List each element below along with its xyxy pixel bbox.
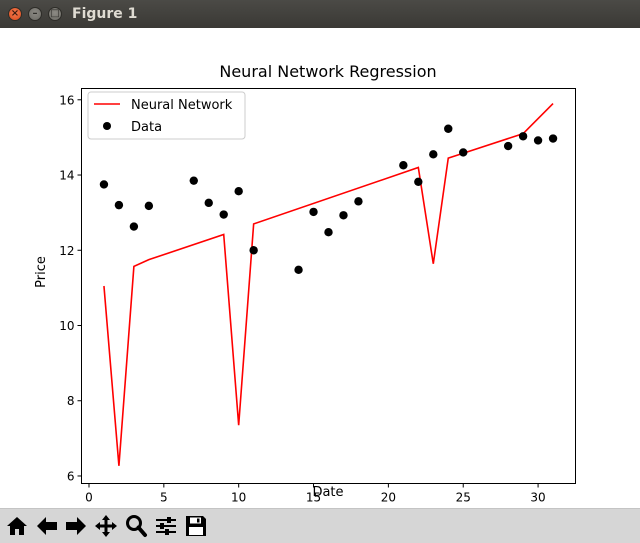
save-button[interactable] — [183, 513, 209, 539]
axes-frame — [81, 88, 576, 484]
close-icon: × — [10, 8, 20, 19]
floppy-disk-icon — [186, 516, 206, 536]
data-point — [354, 197, 363, 206]
home-button[interactable] — [4, 513, 30, 539]
magnifier-icon — [126, 515, 147, 537]
data-point — [429, 150, 438, 159]
data-point — [129, 222, 139, 231]
close-button[interactable]: × — [8, 7, 22, 21]
maximize-button[interactable]: □ — [48, 7, 62, 21]
data-point — [518, 132, 528, 141]
arrow-left-icon — [37, 517, 57, 535]
data-point — [204, 198, 213, 208]
window-title: Figure 1 — [72, 6, 138, 22]
x-axis-label: Date — [312, 485, 343, 500]
y-tick-label: 10 — [59, 319, 74, 333]
move-icon — [95, 515, 117, 537]
x-tick-label: 5 — [160, 491, 168, 505]
navigation-toolbar — [0, 508, 640, 543]
pan-button[interactable] — [93, 513, 119, 539]
data-point — [324, 228, 333, 237]
x-tick-label: 15 — [306, 491, 321, 505]
maximize-icon: □ — [50, 8, 60, 19]
minimize-button[interactable]: – — [28, 7, 42, 21]
data-point — [189, 176, 198, 185]
configure-subplots-button[interactable] — [153, 513, 179, 539]
back-button[interactable] — [34, 513, 60, 539]
y-tick-label: 14 — [59, 169, 74, 183]
data-point — [249, 246, 258, 255]
legend-box — [87, 91, 246, 140]
x-tick-label: 10 — [231, 491, 246, 505]
data-point — [533, 136, 543, 145]
zoom-button[interactable] — [123, 513, 149, 539]
data-point — [114, 200, 124, 210]
legend-label-data: Data — [131, 120, 162, 135]
series-line-neural-network — [103, 102, 554, 466]
data-point — [309, 207, 318, 217]
data-point — [503, 141, 513, 151]
data-point — [459, 148, 468, 157]
chart-title: Neural Network Regression — [219, 62, 436, 81]
x-tick-label: 20 — [381, 491, 396, 505]
minimize-icon: – — [32, 8, 38, 19]
figure-canvas[interactable]: 0 5 10 15 20 25 30 6 8 10 12 14 16 Neural Network R… — [0, 28, 640, 508]
x-tick-label: 30 — [530, 491, 545, 505]
data-point — [234, 187, 243, 196]
data-point — [444, 124, 453, 133]
y-tick-label: 12 — [59, 244, 74, 258]
data-point — [399, 161, 408, 170]
x-tick-label: 0 — [85, 491, 93, 505]
data-point — [144, 201, 154, 211]
data-point — [294, 265, 303, 275]
y-tick-label: 6 — [67, 469, 75, 483]
legend: Neural Network Data — [87, 91, 246, 140]
y-axis-label: Price — [34, 256, 49, 288]
sliders-icon — [156, 517, 176, 535]
chart: 0 5 10 15 20 25 30 6 8 10 12 14 16 Neural Network R… — [34, 62, 576, 505]
legend-label-neural-network: Neural Network — [131, 98, 233, 113]
y-tick-label: 16 — [59, 93, 74, 107]
data-point — [548, 134, 558, 143]
y-tick-label: 8 — [67, 394, 75, 408]
legend-dot-swatch — [103, 122, 111, 130]
x-tick-label: 25 — [456, 491, 471, 505]
data-point — [219, 210, 228, 219]
arrow-right-icon — [66, 517, 86, 535]
window-titlebar: × – □ Figure 1 — [0, 0, 640, 28]
forward-button[interactable] — [63, 513, 89, 539]
data-point — [99, 180, 109, 189]
data-point — [339, 211, 348, 220]
home-icon — [7, 517, 27, 535]
data-point — [414, 177, 423, 186]
